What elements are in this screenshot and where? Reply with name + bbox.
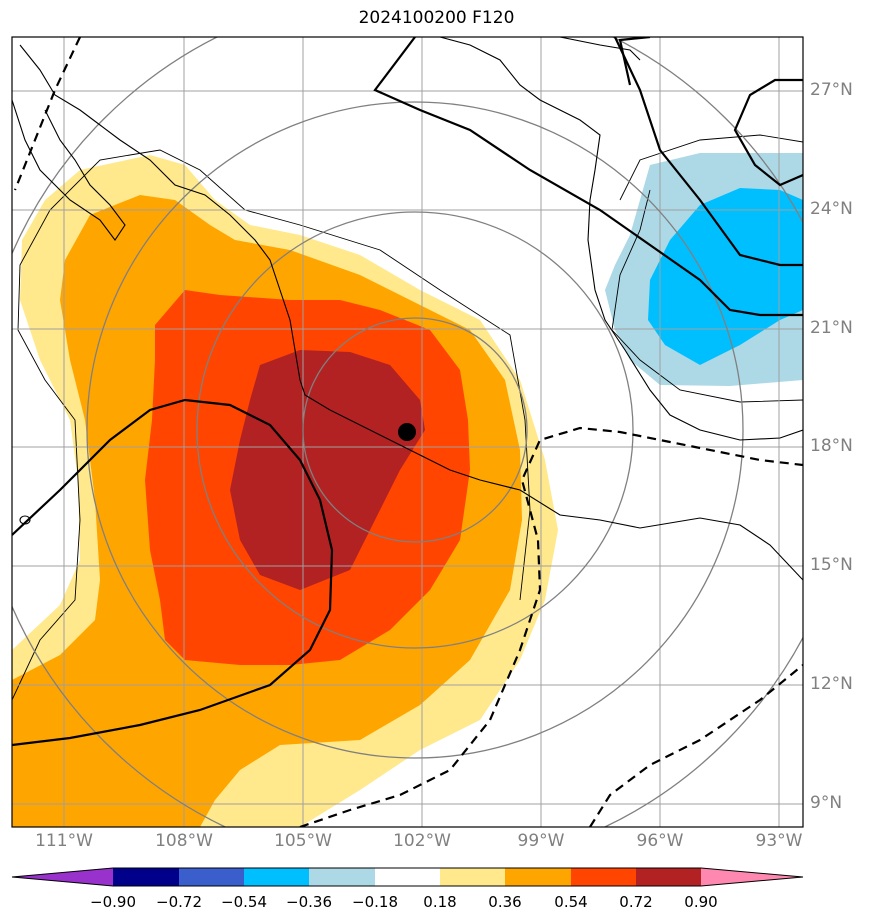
colorbar-segment-7 [505, 868, 571, 886]
colorbar-tick-label: −0.54 [221, 893, 267, 911]
lon-label-96: 96°W [636, 831, 684, 851]
lat-label-18: 18°N [810, 436, 853, 456]
colorbar-segment-8 [571, 868, 636, 886]
colorbar-tick-label: 0.90 [684, 893, 718, 911]
storm-center-marker [398, 423, 416, 441]
lon-label-93: 93°W [755, 831, 803, 851]
lon-label-105: 105°W [274, 831, 332, 851]
colorbar-segment-9 [636, 868, 701, 886]
colorbar-segment-2 [179, 868, 244, 886]
map-frame [11, 36, 804, 828]
map-panel [11, 36, 804, 828]
colorbar-tick-label: 0.18 [423, 893, 457, 911]
lat-label-9: 9°N [810, 793, 843, 813]
colorbar-tick-label: −0.36 [286, 893, 332, 911]
range-rings [12, 37, 803, 827]
thin-contours [12, 134, 803, 701]
colorbar-segment-1 [113, 868, 179, 886]
lon-label-111: 111°W [35, 831, 93, 851]
colorbar-tick-label: −0.90 [90, 893, 136, 911]
colorbar [11, 867, 804, 887]
lon-label-99: 99°W [517, 831, 565, 851]
map-title: 2024100200 F120 [358, 8, 515, 28]
colorbar-segment-10 [701, 868, 803, 886]
colorbar-tick-label: −0.72 [156, 893, 202, 911]
colorbar-segment-4 [309, 868, 375, 886]
lat-label-24: 24°N [810, 199, 853, 219]
colorbar-tick-label: 0.72 [619, 893, 653, 911]
colorbar-segment-6 [440, 868, 505, 886]
colorbar-tick-label: −0.18 [352, 893, 398, 911]
colorbar-segment-0 [12, 868, 113, 886]
colorbar-segment-5 [375, 868, 440, 886]
lat-label-15: 15°N [810, 555, 853, 575]
thick-contours [12, 37, 803, 747]
lat-label-12: 12°N [810, 674, 853, 694]
colorbar-tick-label: 0.36 [488, 893, 522, 911]
colorbar-segment-3 [244, 868, 309, 886]
lat-label-21: 21°N [810, 318, 853, 338]
anomaly-fill-0.72 [230, 350, 425, 590]
lat-label-27: 27°N [810, 80, 853, 100]
anomaly-fill-neg-0.36 [648, 188, 803, 365]
colorbar-tick-label: 0.54 [554, 893, 588, 911]
lon-label-108: 108°W [155, 831, 213, 851]
lon-label-102: 102°W [393, 831, 451, 851]
coastline [12, 37, 803, 581]
dashed-contours [13, 37, 803, 827]
lat-lon-grid [12, 37, 803, 827]
